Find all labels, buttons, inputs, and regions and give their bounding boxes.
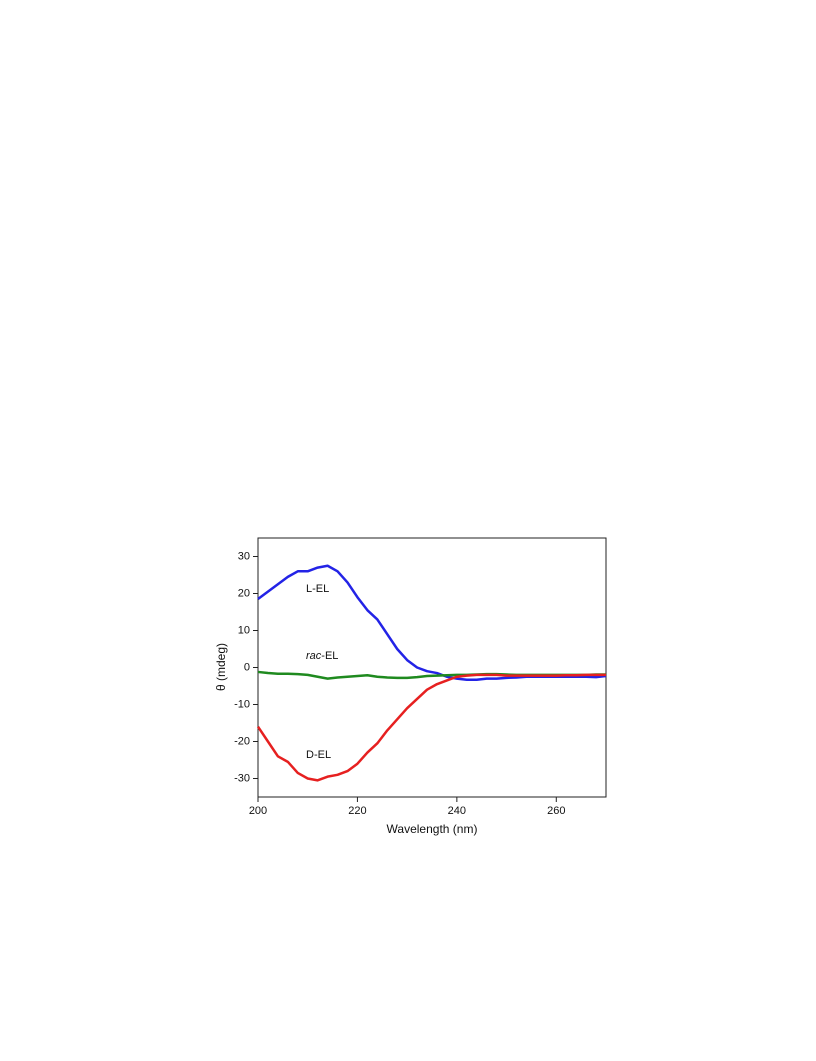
y-tick-label: -30: [234, 772, 250, 784]
x-tick-label: 240: [448, 805, 466, 817]
y-axis-label: θ (mdeg): [214, 643, 228, 691]
x-axis-label: Wavelength (nm): [387, 822, 478, 836]
y-tick-label: 10: [238, 624, 250, 636]
y-tick-label: 20: [238, 587, 250, 599]
y-tick-label: 0: [244, 661, 250, 673]
series-label: rac-EL: [306, 650, 338, 662]
x-tick-label: 200: [249, 805, 267, 817]
y-tick-label: 30: [238, 550, 250, 562]
y-tick-label: -20: [234, 735, 250, 747]
series-label: D-EL: [306, 749, 331, 761]
data-line: [256, 673, 606, 782]
y-tick-label: -10: [234, 698, 250, 710]
x-tick-label: 220: [348, 805, 366, 817]
x-tick-label: 260: [547, 805, 565, 817]
series-label: L-EL: [306, 583, 329, 595]
